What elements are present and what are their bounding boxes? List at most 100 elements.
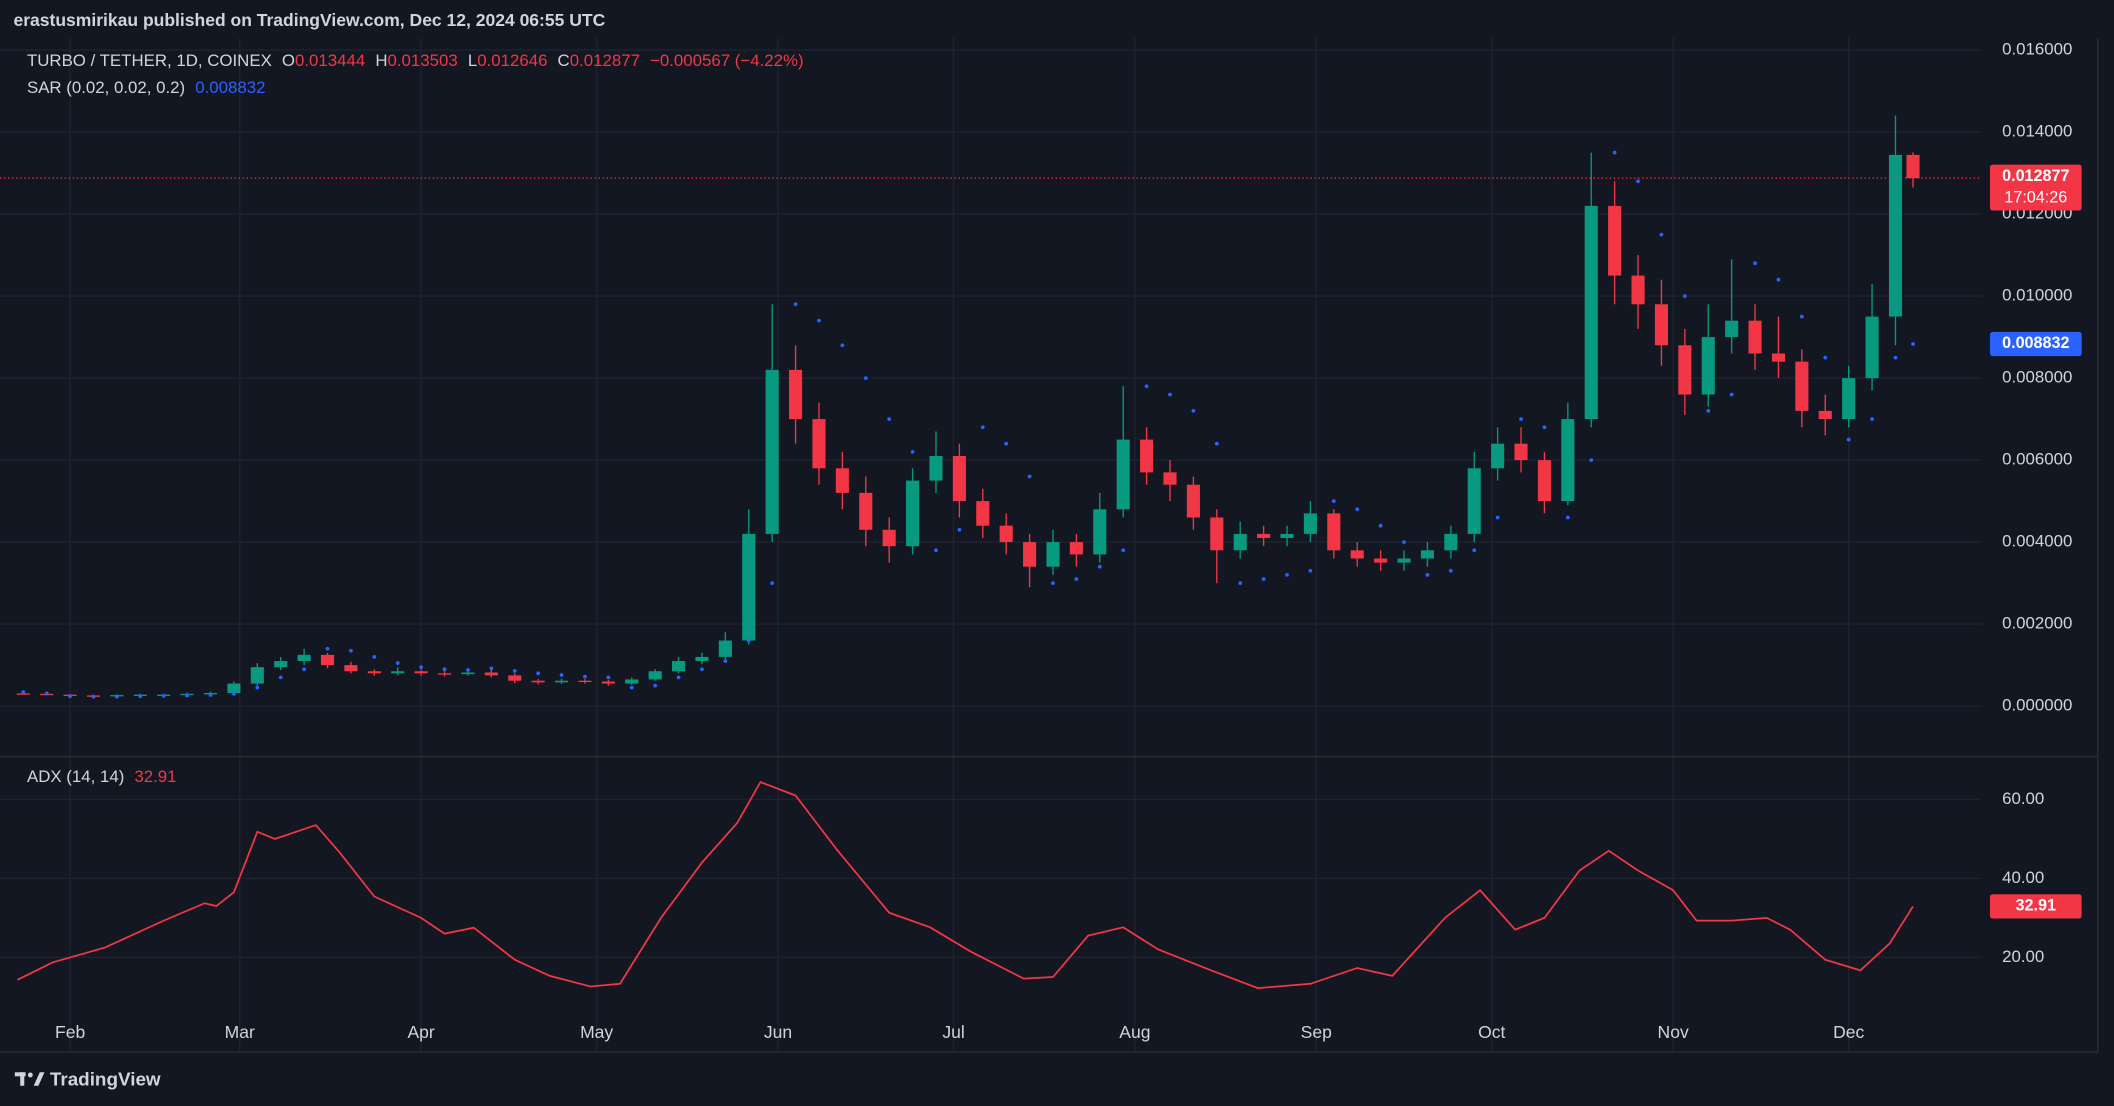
candle-body [414,671,428,674]
sar-dot [957,527,962,532]
candle-body [1046,542,1060,567]
sar-dot [1191,409,1196,413]
sar-dot [91,694,96,699]
candle-body [1865,316,1879,379]
candle-body [1093,509,1107,555]
sar-dot [1355,507,1360,512]
y-tick-label: 0.002000 [2002,614,2072,633]
candle-body [367,671,381,674]
sar-dot [1097,564,1102,569]
sar-dot [1074,577,1079,581]
candle-body [625,679,639,684]
candle-body [1350,550,1364,559]
sar-dot [1911,342,1915,346]
candle-body [1631,275,1645,305]
change: −0.000567 (−4.22%) [650,51,804,70]
candle-body [1701,337,1715,395]
candle-body [1491,443,1505,469]
candle-body [437,673,452,675]
symbol-legend: TURBO / TETHER, 1D, COINEX O0.013444 H0.… [27,51,804,70]
sar-dot [910,450,915,454]
x-tick-label: Mar [225,1022,255,1042]
sar-dot [980,425,985,430]
y-tick-label: 60.00 [2002,789,2044,808]
sar-dot [1495,515,1500,520]
sar-dot [1214,441,1219,446]
sar-dot [1893,355,1898,360]
sar-dot [606,675,611,680]
candle-body [976,501,990,526]
sar-dot [1589,458,1594,462]
sar-dot [442,667,447,672]
sar-dot [255,685,260,690]
open-value: 0.013444 [295,51,365,70]
candle-body [250,667,264,684]
candle-body [859,492,873,530]
sar-dot [1308,568,1313,573]
sar-dot [1659,232,1664,237]
sar-dot [793,302,798,307]
sar-name: SAR (0.02, 0.02, 0.2) [27,78,185,97]
last-price-badge-countdown: 17:04:26 [2004,189,2067,207]
candle-body [508,675,522,681]
sar-dot [1753,261,1757,266]
candle-body [1210,517,1224,551]
mark-layer [0,115,1982,990]
candle-body [344,665,358,672]
candle-body [320,654,335,666]
candle-body [461,672,475,675]
sar-dot [559,673,564,677]
sar-dot [1285,573,1289,577]
sar-dot [1729,392,1734,397]
sar-dot [629,685,634,690]
sar-dot [536,671,541,676]
sar-dot [653,683,658,688]
candle-body [672,661,686,672]
sar-dot [232,691,236,696]
candle-body [812,419,826,469]
high-value: 0.013503 [388,51,458,70]
footer-logo [14,1072,45,1086]
sar-dot [21,690,26,695]
candle-body [742,533,756,641]
sar-dot [1027,474,1032,479]
adx-badge-bg [1989,894,2082,919]
candle-body [1303,513,1317,534]
sar-badge: 0.008832 [2002,334,2069,352]
candle-body [554,680,569,683]
sar-dot [325,646,330,651]
x-tick-label: Oct [1478,1022,1505,1042]
candle-body [484,672,498,676]
sar-legend: SAR (0.02, 0.02, 0.2) 0.008832 [27,78,266,97]
candle-body [648,671,662,680]
sar-dot [1402,540,1406,544]
sar-dot [1870,417,1874,421]
candle-body [1842,378,1856,420]
candle-body [1537,460,1551,502]
grid-layer [0,37,1982,1053]
sar-dot [1144,384,1149,389]
candle-body [1140,439,1154,473]
candle-body [1795,361,1809,411]
sar-dot [185,693,189,698]
candle-body [274,661,288,668]
x-tick-label: Jul [942,1022,964,1042]
y-tick-label: 0.006000 [2002,450,2072,469]
sar-dot [934,548,938,553]
adx-name: ADX (14, 14) [27,768,124,787]
sar-dot [115,694,119,699]
y-tick-label: 0.010000 [2002,286,2072,305]
footer-brand: TradingView [50,1068,161,1089]
candle-body [1163,472,1177,485]
candle-body [1654,304,1668,346]
candle-body [227,683,241,693]
candle-body [1561,419,1575,502]
sar-dot [138,694,143,699]
sar-dot [349,648,353,653]
candle-body [695,656,709,662]
low-value: 0.012646 [477,51,547,70]
candle-body [789,369,803,420]
sar-dot [512,668,517,673]
x-tick-label: Nov [1658,1022,1689,1042]
open-label: O [282,51,295,70]
